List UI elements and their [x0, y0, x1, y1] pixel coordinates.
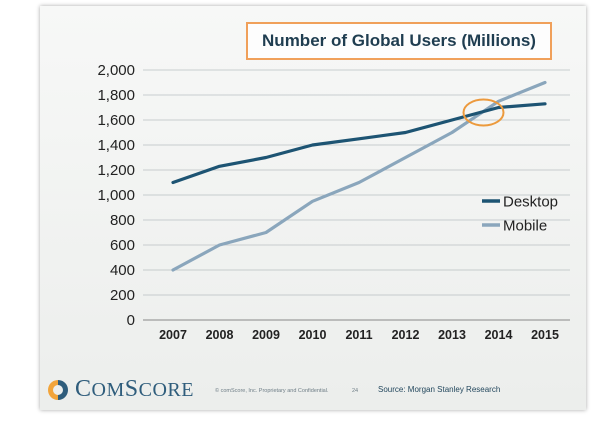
x-tick-label: 2013 — [438, 328, 466, 342]
x-tick-label: 2014 — [485, 328, 513, 342]
y-tick-label: 1,600 — [97, 112, 135, 129]
comscore-logo-text: COMSCORE — [75, 376, 194, 402]
y-tick-label: 800 — [110, 212, 135, 229]
x-tick-label: 2007 — [159, 328, 187, 342]
series-line-desktop — [171, 102, 547, 185]
page-number: 24 — [352, 388, 359, 394]
series-group — [171, 80, 547, 272]
legend-label-desktop: Desktop — [503, 194, 558, 211]
slide: Number of Global Users (Millions) — [40, 6, 586, 410]
comscore-logo-icon — [48, 379, 68, 400]
grid — [143, 69, 570, 321]
y-tick-label: 2,000 — [97, 62, 135, 79]
x-tick-label: 2009 — [252, 328, 280, 342]
x-tick-label: 2015 — [531, 328, 559, 342]
y-tick-label: 0 — [127, 312, 135, 329]
y-tick-label: 400 — [110, 262, 135, 279]
annotation — [462, 98, 505, 127]
legend-label-mobile: Mobile — [503, 218, 547, 235]
y-axis-ticks: 0 200 400 600 800 1,000 1,200 1,400 1,600 1,800 2,… — [97, 62, 135, 329]
x-tick-label: 2008 — [206, 328, 234, 342]
y-tick-label: 1,800 — [97, 87, 135, 104]
y-tick-label: 1,200 — [97, 162, 135, 179]
y-tick-label: 600 — [110, 237, 135, 254]
y-tick-label: 1,400 — [97, 137, 135, 154]
x-tick-label: 2011 — [345, 328, 372, 342]
y-tick-label: 1,000 — [97, 187, 135, 204]
source-text: Source: Morgan Stanley Research — [378, 385, 501, 394]
copyright-text: © comScore, Inc. Proprietary and Confide… — [215, 388, 329, 394]
comscore-logo: COMSCORE — [47, 376, 194, 403]
highlight-circle — [462, 98, 505, 127]
legend: Desktop Mobile — [482, 194, 558, 235]
x-tick-label: 2012 — [392, 328, 420, 342]
x-axis-ticks: 2007 2008 2009 2010 2011 2012 2013 2014 2015 — [159, 328, 559, 342]
x-tick-label: 2010 — [299, 328, 327, 342]
chart-title: Number of Global Users (Millions) — [246, 22, 552, 60]
y-tick-label: 200 — [110, 287, 135, 304]
